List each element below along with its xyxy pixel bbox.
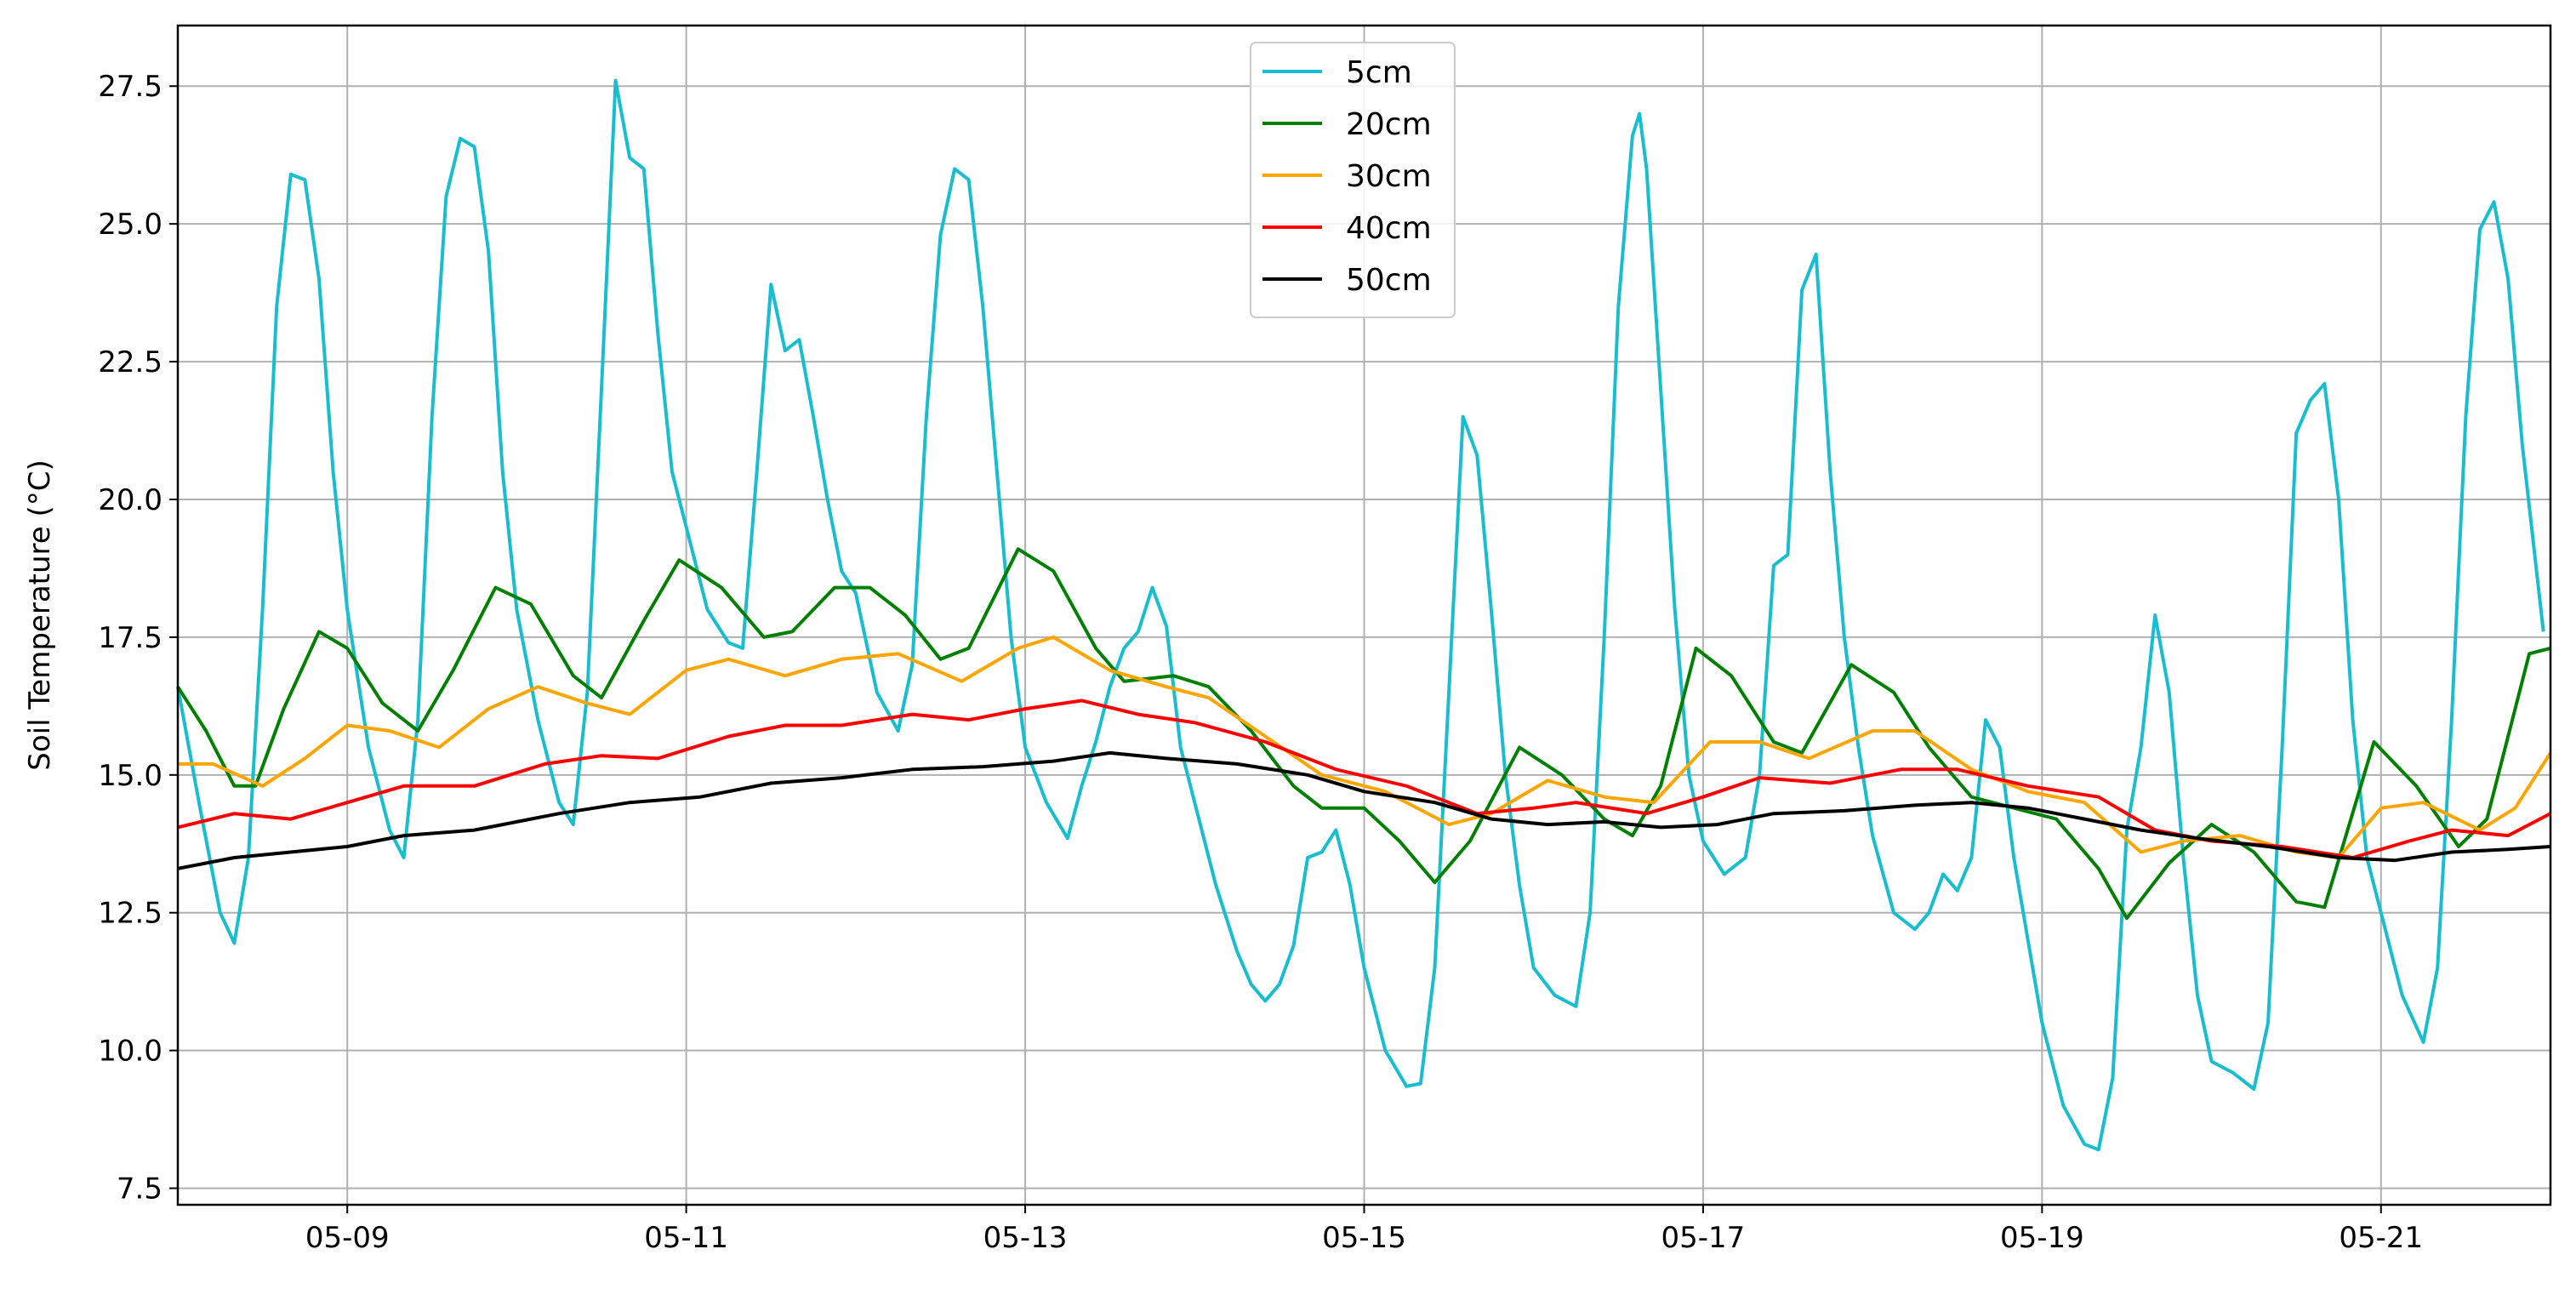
x-tick-label: 05-21: [2339, 1221, 2423, 1255]
x-tick-label: 05-09: [305, 1221, 390, 1255]
y-tick-label: 27.5: [98, 70, 162, 104]
legend-label: 20cm: [1346, 107, 1432, 142]
y-tick-label: 15.0: [98, 759, 162, 793]
x-tick-label: 05-17: [1661, 1221, 1746, 1255]
legend: 5cm 20cm 30cm 40cm 50cm: [1250, 42, 1456, 318]
legend-label: 50cm: [1346, 263, 1432, 298]
x-tick-label: 05-13: [983, 1221, 1068, 1255]
y-tick-label: 12.5: [98, 897, 162, 931]
series-line-30cm: [178, 635, 2552, 859]
x-tick-label: 05-11: [644, 1221, 728, 1255]
y-tick-label: 17.5: [98, 621, 162, 655]
x-axis-ticks: 05-09 05-11 05-13 05-15 05-17 05-19 05-21: [305, 1205, 2423, 1255]
series-lines: [176, 78, 2552, 1152]
y-tick-label: 22.5: [98, 345, 162, 379]
legend-box: [1250, 42, 1456, 318]
legend-label: 30cm: [1346, 159, 1432, 194]
legend-label: 40cm: [1346, 211, 1432, 246]
series-line-20cm: [176, 547, 2551, 921]
y-axis-title: Soil Temperature (°C): [23, 459, 57, 771]
x-tick-label: 05-15: [1322, 1221, 1406, 1255]
y-tick-label: 7.5: [117, 1172, 162, 1206]
series-line-5cm: [176, 78, 2545, 1152]
x-tick-label: 05-19: [2000, 1221, 2084, 1255]
y-tick-label: 20.0: [98, 483, 162, 517]
series-line-50cm: [177, 750, 2551, 870]
y-tick-label: 10.0: [98, 1035, 162, 1069]
legend-label: 5cm: [1346, 55, 1412, 90]
y-tick-label: 25.0: [98, 208, 162, 242]
y-axis-ticks: 7.5 10.0 12.5 15.0 17.5 20.0 22.5 25.0 27.5: [98, 70, 178, 1206]
